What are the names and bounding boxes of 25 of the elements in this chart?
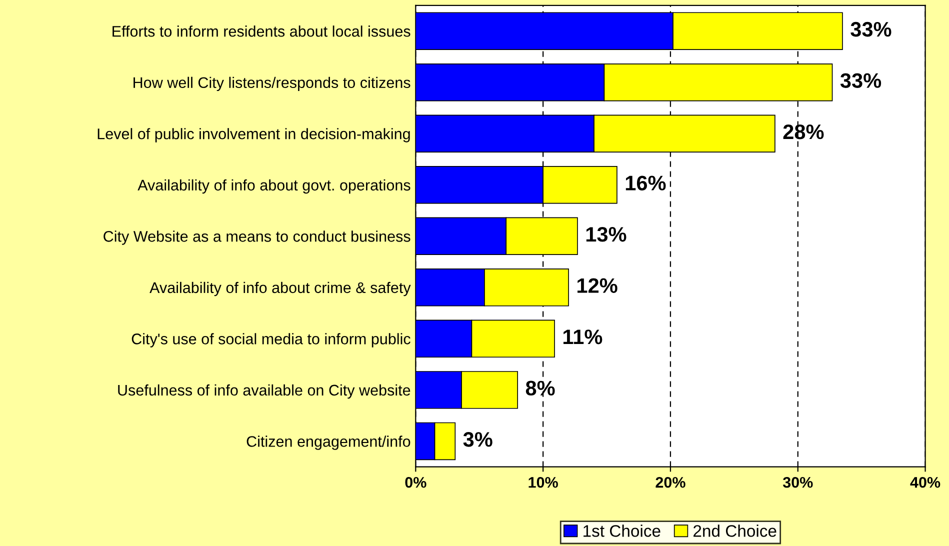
legend-label: 1st Choice — [584, 524, 660, 537]
y-tick-label: Citizen engagement/info — [246, 436, 410, 450]
total-label: 33% — [840, 73, 882, 88]
total-label: 28% — [783, 124, 824, 140]
y-tick-label: Availability of info about govt. operations — [138, 179, 410, 194]
y-tick-label: How well City listens/responds to citizens — [134, 76, 410, 92]
total-label: 8% — [526, 380, 555, 396]
y-tick-label: Availability of info about crime & safety — [150, 282, 411, 296]
total-label: 3% — [463, 432, 492, 447]
total-label: 12% — [578, 278, 618, 293]
legend-label: 2nd Choice — [694, 524, 776, 537]
x-tick-label: 30% — [782, 476, 813, 488]
x-tick-label: 10% — [528, 476, 558, 488]
x-tick-label: 40% — [910, 476, 940, 488]
x-tick-label: 0% — [405, 476, 426, 488]
total-label: 13% — [586, 226, 626, 242]
y-tick-label: City Website as a means to conduct business — [104, 230, 410, 245]
total-label: 11% — [563, 330, 602, 344]
total-label: 33% — [850, 22, 892, 37]
y-tick-label: Usefulness of info available on City website — [118, 384, 410, 399]
total-label: 16% — [626, 176, 666, 190]
y-tick-label: Efforts to inform residents about local issues — [112, 26, 410, 37]
y-tick-label: City's use of social media to inform public — [132, 333, 410, 348]
x-tick-label: 20% — [656, 476, 686, 488]
y-tick-label: Level of public involvement in decision-making — [98, 128, 410, 142]
